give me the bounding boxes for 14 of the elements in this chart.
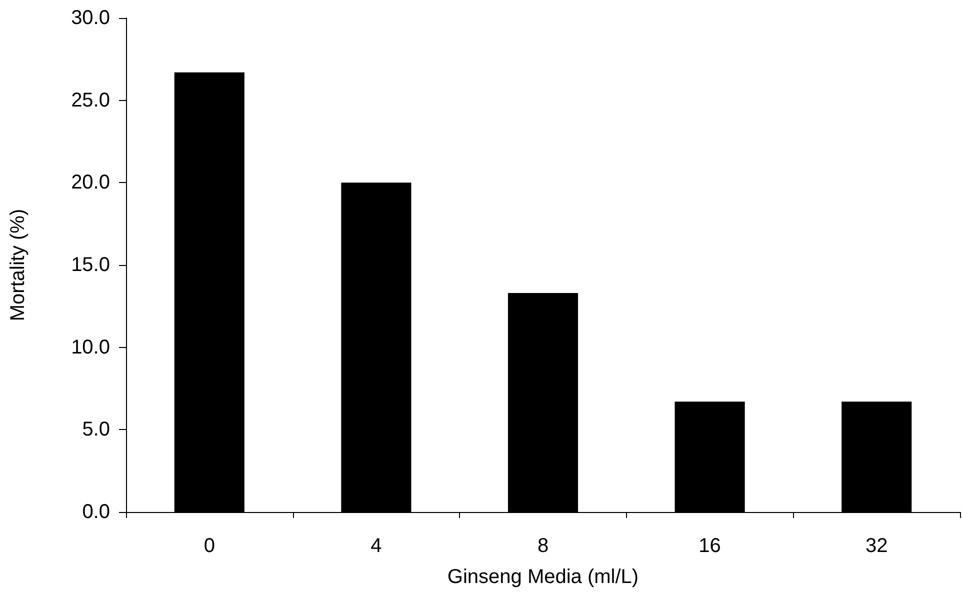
y-axis-title: Mortality (%) <box>7 208 29 322</box>
y-tick-label: 5.0 <box>82 418 110 441</box>
x-tick-label: 4 <box>370 535 382 557</box>
x-tick-label: 0 <box>204 535 215 557</box>
y-tick-label: 30.0 <box>71 7 110 29</box>
y-tick-label: 25.0 <box>71 89 110 112</box>
x-tick-label: 8 <box>537 535 549 557</box>
y-tick-label: 15.0 <box>71 254 110 276</box>
x-tick-label: 32 <box>865 535 888 557</box>
x-tick-label: 16 <box>698 535 721 557</box>
y-tick-label: 20.0 <box>71 172 110 194</box>
x-axis-title: Ginseng Media (ml/L) <box>447 566 639 588</box>
y-tick-label: 0.0 <box>82 501 110 523</box>
y-tick-label: 10.0 <box>71 336 110 358</box>
